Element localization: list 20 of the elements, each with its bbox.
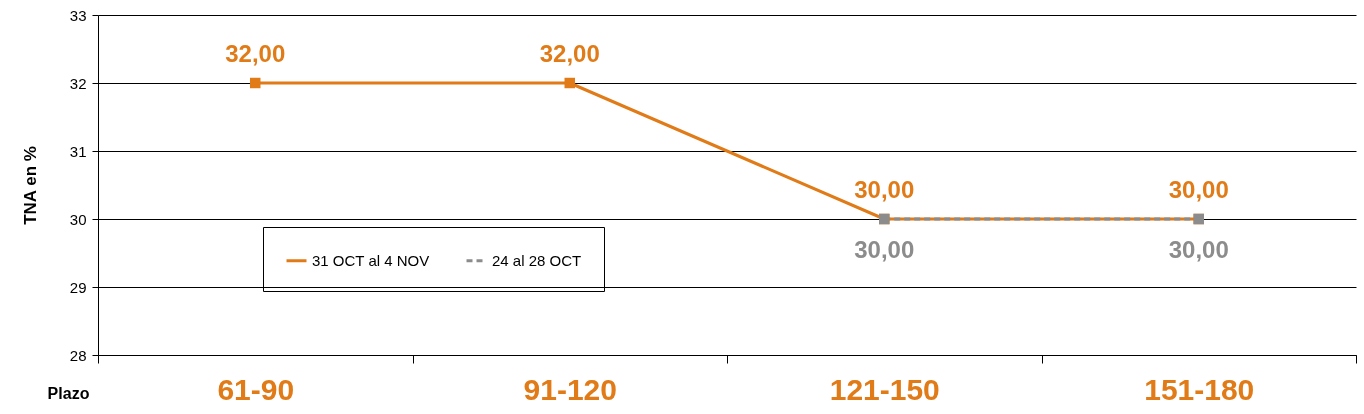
x-tick-label: 61-90 [217, 372, 295, 406]
data-label: 30,00 [1168, 176, 1229, 203]
x-tick-label: 151-180 [1144, 372, 1255, 406]
x-tick-label: 91-120 [523, 372, 617, 406]
y-tick-label: 30 [69, 210, 87, 228]
y-tick-label: 33 [69, 6, 87, 24]
data-label: 30,00 [854, 176, 915, 203]
x-tick-label: 121-150 [829, 372, 940, 406]
x-axis-title: Plazo [47, 384, 90, 402]
data-label: 32,00 [539, 40, 600, 67]
data-label: 30,00 [1168, 236, 1229, 263]
y-axis-title: TNA en % [20, 146, 40, 225]
y-tick-label: 28 [69, 346, 87, 364]
legend-label: 24 al 28 OCT [492, 251, 582, 269]
y-tick-label: 32 [69, 74, 87, 92]
y-tick-label: 31 [69, 142, 87, 160]
data-label: 32,00 [225, 40, 286, 67]
legend-label: 31 OCT al 4 NOV [312, 251, 430, 269]
y-tick-label: 29 [69, 278, 87, 296]
data-label: 30,00 [854, 236, 915, 263]
